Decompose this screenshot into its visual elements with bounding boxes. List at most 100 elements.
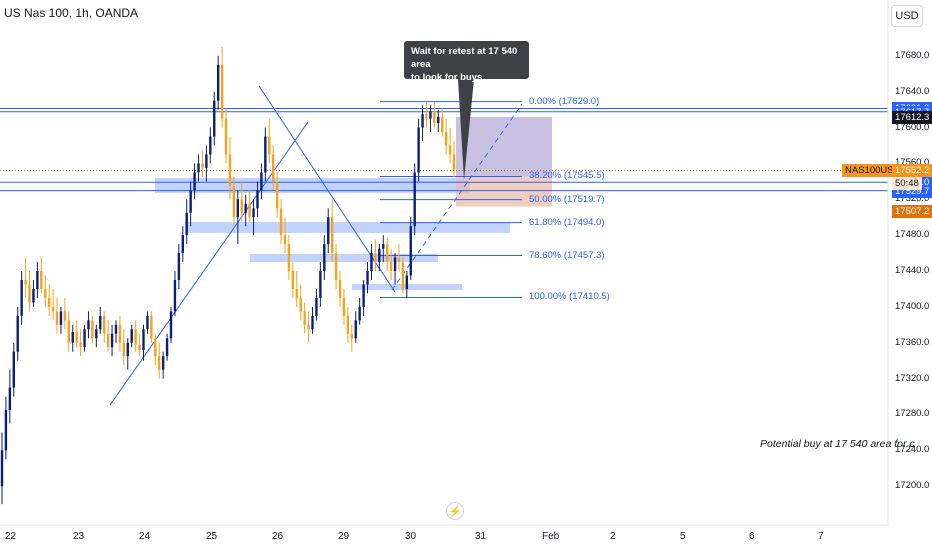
candle-body: [291, 271, 295, 289]
candle-body: [452, 154, 456, 171]
candle-body: [260, 172, 263, 191]
price-tick-label: 17280.0: [895, 408, 930, 420]
date-tick-label: 31: [475, 531, 487, 542]
fib-level-label: 38.20% (17545.5): [529, 170, 605, 182]
candle-body: [185, 212, 188, 236]
callout-line-2: to look for buys: [411, 72, 483, 83]
candle-body: [425, 114, 428, 119]
candle-body: [150, 315, 153, 339]
candle-body: [110, 333, 114, 348]
candle-body: [197, 163, 200, 173]
fib-level-label: 100.00% (17410.5): [529, 291, 610, 303]
candle-body: [268, 136, 271, 155]
support-zone: [185, 222, 510, 233]
candle-body: [295, 288, 298, 298]
lightning-icon[interactable]: ⚡: [446, 502, 464, 520]
candles: [0, 46, 456, 505]
candle-body: [354, 320, 357, 339]
candle-body: [146, 315, 149, 330]
price-axis: [0, 0, 889, 526]
candle-body: [272, 154, 275, 182]
fib-level-label: 50.00% (17519.7): [529, 193, 605, 205]
price-badge: 17612.3: [892, 110, 932, 124]
candle-body: [205, 154, 208, 168]
candle-body: [433, 111, 436, 124]
date-tick-label: 2: [610, 531, 616, 542]
price-tick-label: 17480.0: [895, 229, 930, 241]
price-tick-label: 17520.0: [895, 193, 930, 205]
candle-body: [279, 208, 283, 236]
candle-body: [126, 342, 129, 357]
candle-body: [24, 280, 27, 285]
price-tick-label: 17400.0: [895, 300, 930, 312]
candle-body: [79, 342, 82, 348]
candle-body: [366, 271, 369, 285]
candle-body: [138, 344, 141, 350]
candle-body: [397, 257, 401, 263]
trend-line: [391, 103, 523, 291]
currency-button[interactable]: USD: [891, 5, 923, 27]
candle-body: [358, 306, 361, 321]
price-tick-label: 17320.0: [895, 372, 930, 384]
buy-note[interactable]: Potential buy at 17 540 area for c: [760, 438, 915, 450]
candle-body: [4, 410, 8, 451]
candle-body: [319, 271, 322, 298]
target-zone: [456, 117, 552, 177]
price-tick-label: 17560.0: [895, 157, 930, 169]
candle-body: [256, 190, 259, 209]
stop-zone: [456, 176, 552, 207]
price-tick-label: 17200.0: [895, 480, 930, 492]
price-badge: 17507.2: [892, 204, 932, 218]
candle-body: [12, 351, 15, 388]
candle-body: [444, 132, 448, 146]
candle-body: [287, 244, 291, 272]
callout-note[interactable]: Wait for retest at 17 540 area to look f…: [404, 41, 529, 83]
candle-body: [220, 64, 224, 119]
candle-body: [370, 253, 373, 272]
candle-body: [28, 284, 31, 303]
callout-pointer: [458, 79, 474, 180]
candle-body: [393, 257, 397, 272]
candle-body: [181, 235, 184, 254]
symbol-title[interactable]: US Nas 100, 1h, OANDA: [4, 6, 139, 20]
candle-body: [224, 118, 228, 155]
price-tick-label: 17600.0: [895, 121, 930, 133]
date-tick-label: Feb: [542, 531, 560, 542]
candle-body: [95, 329, 98, 339]
price-tick-label: 17360.0: [895, 336, 930, 348]
candle-body: [102, 315, 106, 334]
date-tick-label: 26: [272, 531, 284, 542]
price-tick-label: 17640.0: [895, 85, 930, 97]
candle-body: [264, 136, 267, 173]
price-tick-label: 17440.0: [895, 265, 930, 277]
candle-body: [114, 324, 118, 334]
candle-body: [99, 315, 102, 330]
candle-body: [216, 64, 220, 101]
candle-body: [303, 311, 306, 325]
date-tick-label: 22: [5, 531, 17, 542]
date-tick-label: 29: [338, 531, 350, 542]
candle-body: [40, 271, 43, 289]
candle-body: [334, 253, 338, 280]
candle-body: [327, 217, 330, 245]
candle-body: [441, 116, 444, 133]
candle-body: [32, 288, 35, 303]
candle-body: [67, 320, 71, 343]
fib-level-label: 61.80% (17494.0): [529, 216, 605, 228]
candle-body: [71, 332, 74, 343]
candle-body: [193, 172, 196, 191]
candle-body: [252, 208, 255, 218]
candle-body: [342, 297, 346, 316]
candle-body: [83, 329, 86, 348]
candle-body: [51, 306, 55, 312]
candle-body: [36, 271, 39, 289]
candle-body: [405, 275, 409, 289]
candle-body: [91, 320, 94, 339]
candle-body: [382, 244, 385, 249]
candle-body: [323, 244, 326, 272]
candle-body: [409, 226, 412, 276]
candle-body: [417, 127, 420, 173]
candle-body: [47, 297, 51, 307]
